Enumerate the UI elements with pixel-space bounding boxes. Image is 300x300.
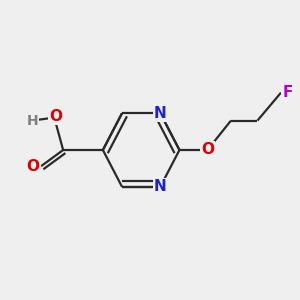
Text: O: O	[27, 159, 40, 174]
Text: O: O	[49, 109, 62, 124]
Text: N: N	[154, 179, 167, 194]
Text: F: F	[283, 85, 293, 100]
Text: H: H	[26, 114, 38, 128]
Text: N: N	[154, 106, 167, 121]
Text: O: O	[201, 142, 214, 158]
